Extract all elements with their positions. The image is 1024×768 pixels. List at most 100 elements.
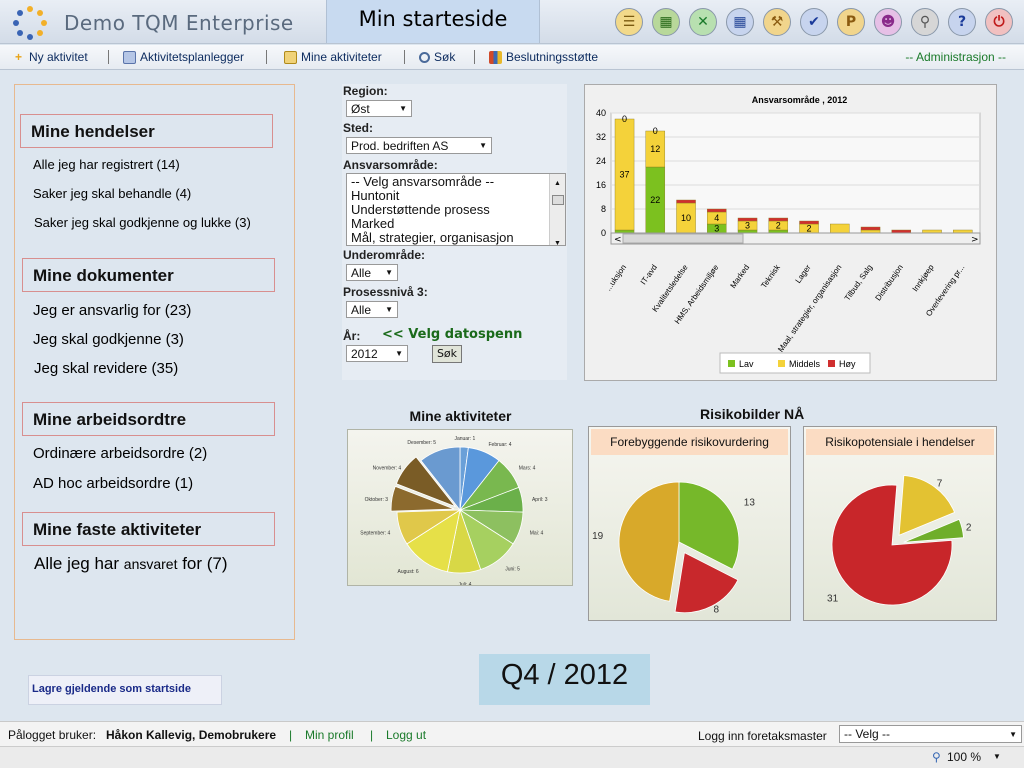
plot-area	[610, 112, 981, 234]
key-icon[interactable]: ⚲	[911, 8, 939, 36]
my-profile-link[interactable]: Min profil	[305, 728, 354, 742]
under-label: Underområde:	[343, 248, 426, 262]
listbox-option[interactable]: Mål, strategier, organisasjon	[351, 230, 514, 245]
list-item[interactable]: Jeg skal godkjenne (3)	[33, 331, 184, 348]
zoom-level[interactable]: 100 %	[947, 750, 982, 764]
company-master-select[interactable]: -- Velg -- ▼	[839, 725, 1022, 743]
quarter-label: Q4 / 2012	[500, 659, 629, 691]
logged-in-label: Pålogget bruker:	[8, 728, 97, 742]
presentation-icon[interactable]: P	[837, 8, 865, 36]
x-tick-label: Maal, strategier, organisasjon	[776, 263, 843, 354]
preventive-risk-panel[interactable]: Forebyggende risikovurdering 13 8 19	[588, 426, 791, 621]
responsibility-listbox[interactable]: -- Velg ansvarsområde -- Huntonit Unders…	[346, 173, 566, 246]
company-master-label: Logg inn foretaksmaster	[698, 729, 827, 743]
plus-icon: +	[14, 49, 22, 64]
list-item[interactable]: Jeg skal revidere (35)	[34, 360, 179, 377]
filter-panel: Region: Øst ▼ Sted: Prod. bedriften AS ▼ A…	[342, 84, 567, 380]
power-icon[interactable]: ⏻	[985, 8, 1013, 36]
data-label: 4	[714, 213, 719, 223]
company-logo	[13, 6, 47, 40]
listbox-option[interactable]: Huntonit	[351, 188, 400, 203]
section-my-documents: Mine dokumenter	[22, 258, 275, 292]
calendar-grid-icon[interactable]: ▦	[652, 8, 680, 36]
chart-title: Ansvarsområde , 2012	[752, 95, 848, 105]
list-item[interactable]: Alle jeg har registrert (14)	[33, 157, 180, 172]
underomrade-select[interactable]: Alle ▼	[346, 264, 398, 281]
search-button[interactable]: Søk	[419, 50, 455, 64]
year-select[interactable]: 2012 ▼	[346, 345, 408, 362]
section-my-work-orders: Mine arbeidsordtre	[22, 402, 275, 436]
calendar-icon	[123, 50, 136, 64]
year-label: År:	[343, 329, 361, 343]
bar-segment	[645, 130, 666, 168]
slice-label: Mai: 4	[530, 531, 544, 537]
listbox-option[interactable]: Marked	[351, 216, 395, 231]
x-tick-label: Lager	[794, 263, 813, 285]
list-item[interactable]: Jeg er ansvarlig for (23)	[33, 302, 192, 319]
help-icon[interactable]: ?	[948, 8, 976, 36]
slice-label: 19	[592, 531, 604, 542]
pie-slice	[903, 518, 964, 543]
slice-label: Juli: 4	[458, 582, 471, 585]
y-tick-label: 32	[596, 132, 606, 142]
slice-label: 13	[744, 497, 756, 508]
tools-icon[interactable]: ✕	[689, 8, 717, 36]
my-activities-chart-panel[interactable]: Januar: 1 Februar: 4 Mars: 4 April: 3 Mai: 4…	[347, 429, 573, 588]
notes-icon[interactable]: ☰	[615, 8, 643, 36]
chart-scrollbar	[610, 232, 981, 245]
filter-search-button[interactable]: Søk	[432, 345, 462, 363]
listbox-option[interactable]: -- Velg ansvarsområde --	[351, 174, 495, 189]
chart-legend	[719, 352, 871, 374]
region-select[interactable]: Øst ▼	[346, 100, 412, 117]
scroll-left-icon: <	[614, 235, 622, 245]
listbox-option[interactable]: Understøttende prosess	[351, 202, 490, 217]
x-tick-label: Teknisk	[759, 262, 782, 290]
users-icon[interactable]: ☻	[874, 8, 902, 36]
new-activity-button[interactable]: + Ny aktivitet	[12, 50, 88, 64]
chevron-down-icon: ▼	[399, 104, 407, 113]
y-tick-label: 8	[601, 204, 606, 214]
data-label: 2	[807, 224, 812, 234]
y-tick-label: 40	[596, 108, 606, 118]
responsibility-bar-chart-panel: Ansvarsområde , 2012 0 8 16 24 32 40 37 0 ...uksj…	[584, 84, 997, 381]
check-icon[interactable]: ✔	[800, 8, 828, 36]
prosess-select[interactable]: Alle ▼	[346, 301, 398, 318]
list-item[interactable]: Saker jeg skal behandle (4)	[33, 186, 192, 201]
data-label: 0	[653, 126, 658, 136]
incident-risk-title: Risikopotensiale i hendelser	[806, 429, 994, 455]
date-range-link[interactable]: << Velg datospenn	[382, 327, 523, 342]
data-label: 22	[650, 195, 660, 205]
my-activities-title: Mine aktiviteter	[409, 408, 512, 424]
x-tick-label: Tilbud, Salg	[843, 263, 874, 303]
x-tick-label: ...uksjon	[604, 263, 628, 293]
bar-segment	[768, 217, 789, 222]
list-item[interactable]: Alle jeg har ansvaret for (7)	[34, 554, 228, 573]
scroll-right-icon: >	[971, 235, 979, 245]
page-title: Min starteside	[358, 7, 508, 31]
list-item[interactable]: AD hoc arbeidsordre (1)	[33, 475, 194, 492]
data-label: 2	[776, 221, 781, 231]
incident-risk-panel[interactable]: Risikopotensiale i hendelser 7 2 31	[803, 426, 997, 621]
responsibility-bar-chart: Ansvarsområde , 20120816243240370...uksj…	[596, 95, 981, 374]
listbox-scrollbar[interactable]: ▲ ▼	[549, 174, 565, 245]
data-label: 0	[622, 114, 627, 124]
page-title-box: Min starteside	[326, 0, 540, 43]
settings-icon[interactable]: ⚒	[763, 8, 791, 36]
my-activities-button[interactable]: Mine aktiviteter	[284, 50, 382, 64]
save-as-startpage-button[interactable]: Lagre gjeldende som startside	[28, 675, 222, 705]
logout-link[interactable]: Logg ut	[386, 728, 427, 742]
x-tick-label: Marked	[728, 263, 751, 290]
table-icon[interactable]: ▦	[726, 8, 754, 36]
activity-planner-button[interactable]: Aktivitetsplanlegger	[123, 50, 244, 64]
administration-menu[interactable]: -- Administrasjon --	[905, 50, 1006, 64]
pie-slice	[395, 456, 457, 508]
list-item[interactable]: Saker jeg skal godkjenne og lukke (3)	[34, 215, 251, 230]
x-tick-label: Innkjøep	[911, 263, 936, 294]
list-item[interactable]: Ordinære arbeidsordre (2)	[33, 445, 208, 462]
y-tick-label: 16	[596, 180, 606, 190]
logged-in-user: Håkon Kallevig, Demobrukere	[106, 728, 277, 742]
zoom-icon: ⚲	[932, 750, 941, 764]
sted-select[interactable]: Prod. bedriften AS ▼	[346, 137, 492, 154]
decision-support-button[interactable]: Beslutningsstøtte	[489, 50, 598, 64]
slice-label: Oktober: 3	[365, 497, 389, 503]
